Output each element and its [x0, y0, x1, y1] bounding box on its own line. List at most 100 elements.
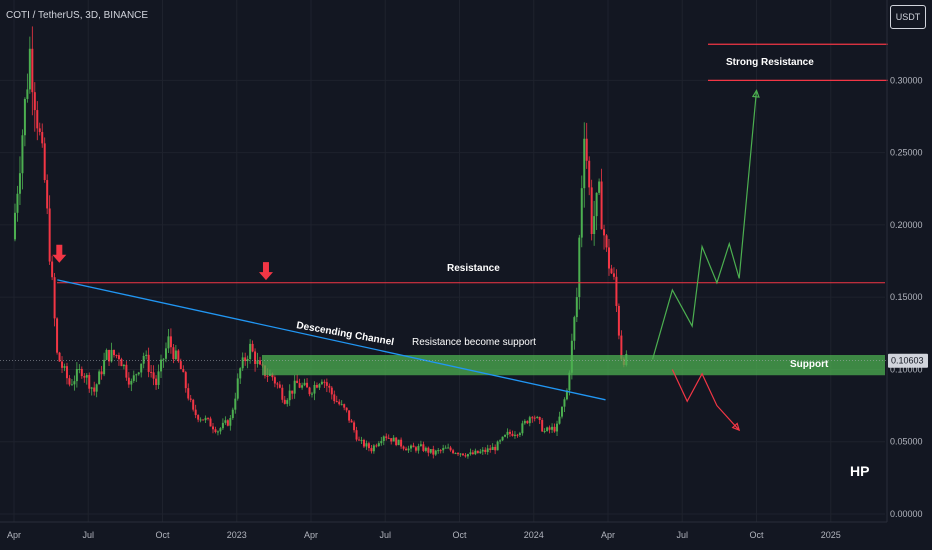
candle-body — [536, 416, 539, 418]
candle-body — [23, 98, 26, 136]
candle-body — [78, 368, 81, 370]
candle-body — [53, 277, 56, 319]
candle-body — [14, 212, 16, 240]
candle-body — [207, 417, 210, 419]
candle-body — [160, 359, 163, 372]
candle-body — [120, 359, 123, 367]
candle-body — [142, 355, 145, 364]
candle-body — [516, 434, 519, 436]
candle-body — [88, 375, 91, 389]
candle-body — [605, 235, 608, 248]
candle-body — [429, 449, 432, 453]
candle-body — [73, 381, 76, 385]
candle-body — [538, 416, 541, 421]
candle-body — [464, 455, 467, 457]
candle-body — [437, 450, 440, 452]
candle-body — [471, 452, 474, 455]
candle-body — [90, 387, 93, 389]
candle-body — [246, 358, 249, 362]
candle-body — [115, 355, 118, 357]
y-tick-label: 0.00000 — [890, 509, 923, 519]
candle-body — [164, 348, 167, 359]
candle-body — [306, 382, 309, 388]
candle-body — [273, 377, 276, 384]
candle-body — [546, 427, 549, 431]
candle-body — [333, 394, 336, 402]
candle-body — [407, 448, 410, 451]
y-tick-label: 0.15000 — [890, 292, 923, 302]
candle-body — [33, 92, 36, 111]
candle-body — [318, 384, 321, 388]
candle-body — [486, 448, 489, 452]
candle-body — [140, 363, 143, 373]
candle-body — [365, 443, 368, 447]
candle-body — [489, 448, 492, 450]
candle-body — [169, 336, 172, 348]
x-axis[interactable]: Apr Jul Oct 2023 Apr Jul Oct 2024 Apr Jul Oct 2025 — [0, 521, 887, 540]
candle-body — [16, 193, 19, 213]
candle-body — [434, 450, 437, 455]
projection-down-arrowhead — [731, 422, 741, 432]
candle-body — [531, 417, 534, 419]
candle-body — [377, 443, 380, 447]
candle-body — [459, 453, 462, 455]
candle-body — [43, 143, 46, 181]
red-down-arrows — [52, 244, 273, 281]
candle-body — [283, 399, 286, 404]
candle-body — [427, 447, 430, 453]
candle-body — [358, 439, 361, 441]
candle-body — [551, 426, 554, 430]
candle-body — [167, 336, 170, 349]
candle-body — [506, 431, 509, 435]
candle-body — [291, 390, 294, 394]
candle-body — [172, 347, 175, 360]
candle-body — [523, 420, 526, 424]
candle-body — [202, 419, 205, 421]
support-label: Support — [790, 359, 829, 370]
candle-body — [288, 390, 291, 401]
currency-unit-button[interactable]: USDT — [890, 5, 926, 29]
candle-body — [286, 400, 289, 404]
candle-body — [556, 423, 559, 432]
candle-body — [442, 448, 445, 451]
candle-body — [504, 434, 507, 437]
candle-body — [387, 437, 390, 439]
candle-body — [239, 368, 242, 379]
candle-body — [528, 417, 531, 424]
candle-body — [278, 384, 281, 388]
candle-body — [234, 398, 237, 410]
candle-body — [31, 48, 34, 93]
candle-body — [553, 426, 556, 432]
candle-body — [21, 135, 24, 174]
candle-body — [46, 180, 49, 209]
descending-channel-line — [57, 279, 606, 401]
candle-body — [360, 439, 363, 441]
candle-body — [192, 399, 195, 410]
candle-body — [620, 335, 623, 359]
candle-body — [454, 453, 457, 455]
candle-body — [313, 384, 316, 394]
candle-body — [533, 417, 536, 419]
candle-body — [226, 420, 229, 426]
candle-body — [338, 401, 341, 405]
candle-body — [568, 372, 571, 391]
candle-body — [182, 369, 185, 373]
candle-body — [135, 374, 138, 376]
candle-body — [212, 426, 214, 430]
hp-watermark: HP — [850, 463, 869, 479]
candle-body — [18, 173, 21, 194]
candle-body — [578, 237, 581, 298]
candle-body — [573, 317, 576, 341]
x-tick-label: 2024 — [524, 530, 544, 540]
x-tick-label: Apr — [601, 530, 615, 540]
candle-body — [496, 441, 499, 451]
candle-body — [367, 443, 370, 449]
y-axis[interactable]: 0.30000 0.25000 0.20000 0.15000 0.10000 0.050… — [886, 0, 923, 522]
candle-body — [560, 406, 563, 417]
candle-body — [583, 138, 586, 189]
candle-body — [137, 372, 140, 375]
candle-body — [117, 355, 120, 360]
candle-body — [447, 447, 450, 449]
candle-body — [612, 273, 615, 277]
